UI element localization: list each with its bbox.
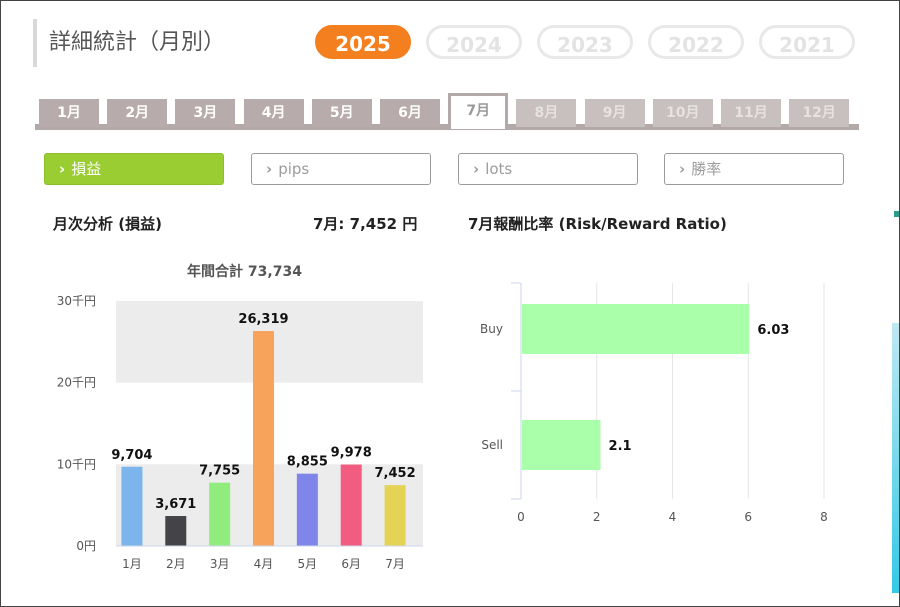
data-label: 7,452 [375,466,416,481]
risk-reward-title: 7月報酬比率 (Risk/Reward Ratio) [468,215,727,233]
filter-lots-button[interactable]: › lots [458,153,638,185]
y-tick-label: 10千円 [57,457,96,471]
year-tab-2021[interactable]: 2021 [759,25,855,59]
year-tab-2022[interactable]: 2022 [648,25,744,59]
edge-accent [894,211,899,217]
x-tick-label: 6月 [341,557,361,571]
year-tab-2025[interactable]: 2025 [315,25,411,59]
monthly-pl-bar-chart: 年間合計 73,734 0円 10千円 20千円 30千円 9,704 1月 3,671 2月 7… [57,263,423,571]
data-label: 6.03 [757,323,789,338]
year-tab-2024[interactable]: 2024 [426,25,522,59]
data-label: 3,671 [155,497,196,512]
month-tab-12[interactable]: 12月 [789,99,850,127]
bar-Sell [522,420,601,470]
bar-4月 [253,331,274,546]
month-tab-1[interactable]: 1月 [39,99,99,127]
chart-title: 年間合計 73,734 [187,263,302,280]
x-tick-label: 0 [517,510,525,524]
x-tick-label: 3月 [210,557,230,571]
filter-label: lots [485,160,513,178]
x-tick-label: 8 [820,510,828,524]
x-tick-label: 7月 [385,557,405,571]
month-tab-5[interactable]: 5月 [311,99,372,127]
month-tab-7[interactable]: 7月 [448,93,509,129]
data-label: 7,755 [199,464,240,479]
edge-strip [892,323,899,593]
year-tab-2023[interactable]: 2023 [537,25,633,59]
data-label: 9,704 [111,448,152,463]
data-label: 8,855 [287,455,328,470]
month-tab-3[interactable]: 3月 [175,99,236,127]
filter-pips-button[interactable]: › pips [251,153,431,185]
bar-1月 [121,466,143,546]
chevron-right-icon: › [679,160,686,178]
month-tab-6[interactable]: 6月 [380,99,440,127]
bar-7月 [384,485,406,546]
data-label: 26,319 [238,312,288,327]
monthly-analysis-title: 月次分析 (損益) [53,215,162,233]
x-tick-label: 6 [744,510,752,524]
month-tab-8[interactable]: 8月 [516,99,577,127]
month-tab-10[interactable]: 10月 [652,99,713,127]
current-month-value: 7月: 7,452 円 [313,215,418,233]
x-tick-label: 4月 [254,557,274,571]
filter-label: pips [278,160,310,178]
bar-3月 [209,482,231,546]
x-tick-label: 1月 [122,557,142,571]
chevron-right-icon: › [59,160,66,178]
x-tick-label: 4 [669,510,677,524]
chevron-right-icon: › [473,160,480,178]
risk-reward-bar-chart: 0 2 4 6 8 6.03 Buy 2.1 Sell [480,282,828,524]
data-label: 2.1 [609,439,632,454]
bar-5月 [296,473,318,546]
month-tab-11[interactable]: 11月 [721,99,781,127]
month-tab-4[interactable]: 4月 [243,99,304,127]
filter-label: 勝率 [691,160,722,178]
x-tick-label: 5月 [298,557,318,571]
y-tick-label: 0円 [76,539,96,553]
y-tick-label: 30千円 [57,294,96,308]
data-label: 9,978 [331,446,372,461]
y-tick-label: Sell [481,438,503,452]
page-title: 詳細統計（月別） [33,19,225,67]
month-tab-baseline [35,124,859,130]
filter-profit-button[interactable]: › 損益 [44,153,224,185]
month-tab-9[interactable]: 9月 [584,99,645,127]
month-tab-2[interactable]: 2月 [107,99,168,127]
bar-Buy [522,304,750,354]
y-tick-label: 20千円 [57,376,96,390]
filter-winrate-button[interactable]: › 勝率 [664,153,844,185]
chevron-right-icon: › [266,160,273,178]
x-tick-label: 2月 [166,557,186,571]
y-tick-label: Buy [480,322,503,336]
filter-label: 損益 [71,160,102,178]
bar-2月 [165,516,187,546]
bar-6月 [340,464,362,546]
x-tick-label: 2 [593,510,601,524]
month-tabs: 1月 2月 3月 4月 5月 6月 7月 8月 9月 10月 11月 12月 [35,93,859,129]
